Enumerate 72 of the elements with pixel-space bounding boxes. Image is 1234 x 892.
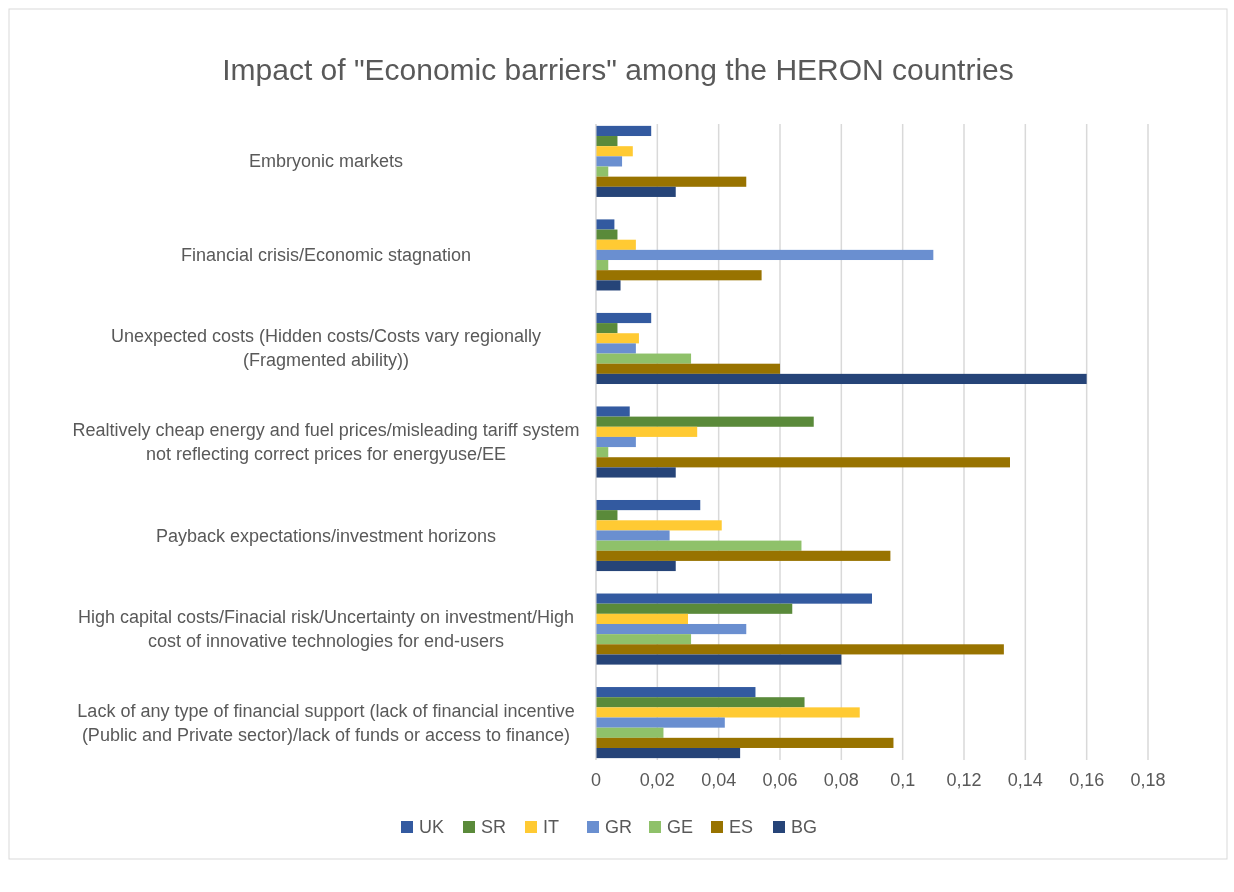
bar bbox=[596, 654, 842, 665]
legend-label: GE bbox=[667, 817, 694, 837]
bar bbox=[596, 156, 623, 167]
bar bbox=[596, 697, 805, 708]
bar bbox=[596, 717, 725, 728]
legend-label: UK bbox=[419, 817, 445, 837]
bar bbox=[596, 406, 630, 417]
legend-label: SR bbox=[481, 817, 507, 837]
bar bbox=[596, 593, 872, 604]
legend-label: BG bbox=[791, 817, 818, 837]
bar bbox=[596, 280, 621, 291]
bar bbox=[596, 550, 891, 561]
bar bbox=[596, 747, 741, 759]
bar bbox=[596, 426, 698, 437]
bar bbox=[596, 249, 934, 261]
bar bbox=[596, 176, 747, 187]
bar bbox=[596, 166, 609, 177]
bar bbox=[596, 239, 636, 250]
bar bbox=[596, 312, 652, 324]
x-tick-label: 0,16 bbox=[1069, 770, 1105, 790]
x-tick-label: 0,18 bbox=[1130, 770, 1166, 790]
bar bbox=[596, 436, 636, 448]
legend-label: ES bbox=[729, 817, 754, 837]
bar bbox=[596, 343, 636, 354]
bar bbox=[596, 416, 814, 427]
bar bbox=[596, 333, 639, 344]
y-tick-label: Realtively cheap energy and fuel prices/misleading tariff system not reflecting correct prices for energyuse/EE bbox=[72, 420, 580, 464]
bar bbox=[596, 644, 1004, 655]
y-tick-label: High capital costs/Finacial risk/Uncertainty on investment/High cost of innovative technologies for end-users bbox=[77, 607, 575, 652]
x-tick-label: 0,02 bbox=[639, 770, 675, 790]
bar bbox=[596, 634, 692, 645]
bar bbox=[596, 603, 793, 614]
bar bbox=[596, 229, 618, 240]
x-tick-label: 0 bbox=[590, 770, 602, 790]
y-tick-label: Financial crisis/Economic stagnation bbox=[180, 244, 472, 265]
bar bbox=[596, 530, 670, 541]
bar bbox=[596, 510, 618, 521]
bar bbox=[596, 737, 894, 748]
x-tick-label: 0,04 bbox=[701, 770, 737, 790]
bar bbox=[596, 540, 802, 551]
x-tick-label: 0,12 bbox=[946, 770, 982, 790]
bar bbox=[596, 219, 615, 230]
chart-title: Impact of "Economic barriers" among the HERON countries bbox=[222, 53, 1014, 86]
x-tick-label: 0,06 bbox=[762, 770, 798, 790]
bar bbox=[596, 560, 676, 572]
y-tick-label: Unexpected costs (Hidden costs/Costs vary regionally (Fragmented ability)) bbox=[110, 326, 542, 371]
legend-label: GR bbox=[605, 817, 632, 837]
bar bbox=[596, 457, 1010, 468]
x-tick-label: 0,14 bbox=[1007, 770, 1043, 790]
bar bbox=[596, 707, 860, 718]
bar bbox=[596, 270, 762, 281]
bar bbox=[596, 136, 618, 147]
bar bbox=[596, 353, 692, 364]
bar bbox=[596, 125, 652, 137]
y-tick-label: Embryonic markets bbox=[248, 151, 404, 172]
bar bbox=[596, 373, 1087, 385]
bar bbox=[596, 520, 722, 531]
bar bbox=[596, 467, 676, 478]
bar bbox=[596, 146, 633, 157]
bar bbox=[596, 687, 756, 698]
x-tick-label: 0,1 bbox=[890, 770, 916, 790]
y-tick-label: Lack of any type of financial support (lack of financial incentive (Public and Private sector)/lack of funds or access to finance) bbox=[77, 700, 575, 745]
bar bbox=[596, 613, 688, 624]
y-tick-label: Payback expectations/investment horizons bbox=[155, 525, 497, 546]
bar bbox=[596, 727, 664, 738]
legend-label: IT bbox=[543, 817, 559, 837]
x-tick-label: 0,08 bbox=[823, 770, 859, 790]
bar bbox=[596, 323, 618, 334]
bar bbox=[596, 363, 780, 374]
bar bbox=[596, 186, 676, 197]
bar bbox=[596, 499, 701, 511]
bar bbox=[596, 623, 747, 635]
